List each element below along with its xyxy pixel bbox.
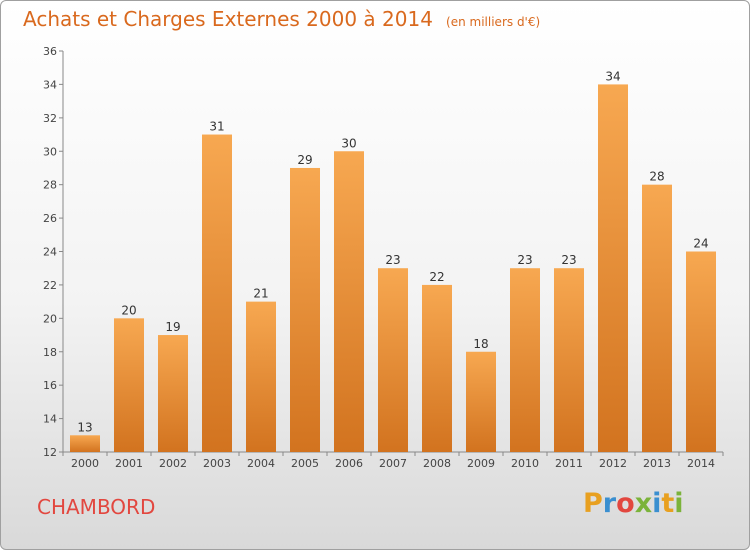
chart-title: Achats et Charges Externes 2000 à 2014 [23, 7, 433, 31]
bar [686, 251, 716, 452]
data-label: 34 [605, 69, 620, 83]
data-label: 18 [473, 337, 488, 351]
logo-letter: P [583, 488, 603, 519]
y-tick-label: 36 [43, 45, 57, 58]
y-tick-label: 26 [43, 212, 57, 225]
proxiti-logo: Proxiti [583, 488, 684, 519]
logo-letter: o [616, 488, 635, 519]
data-label: 21 [253, 287, 268, 301]
data-label: 30 [341, 136, 356, 150]
bar [246, 301, 276, 452]
chart-subtitle: (en milliers d'€) [446, 15, 541, 29]
x-tick-label: 2001 [115, 457, 143, 470]
bar [422, 284, 452, 452]
bar [158, 335, 188, 452]
y-tick-label: 20 [43, 312, 57, 325]
x-tick-label: 2003 [203, 457, 231, 470]
x-tick-label: 2000 [71, 457, 99, 470]
x-tick-label: 2009 [467, 457, 495, 470]
x-tick-label: 2005 [291, 457, 319, 470]
y-tick-label: 28 [43, 179, 57, 192]
x-tick-label: 2013 [643, 457, 671, 470]
y-tick-label: 24 [43, 246, 57, 259]
y-tick-label: 14 [43, 413, 57, 426]
data-label: 22 [429, 270, 444, 284]
y-tick-label: 32 [43, 112, 57, 125]
bar [70, 435, 100, 452]
data-label: 20 [121, 303, 136, 317]
data-label: 31 [209, 120, 224, 134]
x-tick-label: 2006 [335, 457, 363, 470]
y-tick-label: 34 [43, 78, 57, 91]
logo-letter: r [602, 488, 617, 519]
x-tick-label: 2011 [555, 457, 583, 470]
x-tick-label: 2012 [599, 457, 627, 470]
x-tick-label: 2002 [159, 457, 187, 470]
data-labels: 13 20 19 31 21 29 30 23 22 18 23 23 34 28 24 [77, 69, 708, 434]
logo-letter: x [634, 488, 653, 519]
logo-letter: t [661, 488, 675, 519]
bar [378, 268, 408, 452]
data-label: 29 [297, 153, 312, 167]
data-label: 13 [77, 420, 92, 434]
data-label: 28 [649, 170, 664, 184]
bar [642, 184, 672, 452]
bar [510, 268, 540, 452]
x-tick-label: 2004 [247, 457, 275, 470]
y-tick-label: 22 [43, 279, 57, 292]
x-tick-label: 2014 [687, 457, 715, 470]
bar [466, 351, 496, 452]
commune-name: CHAMBORD [37, 495, 156, 519]
title-row: Achats et Charges Externes 2000 à 2014 (… [23, 7, 540, 31]
data-label: 24 [693, 237, 708, 251]
bar [554, 268, 584, 452]
logo-letter: i [674, 488, 684, 519]
x-tick-label: 2008 [423, 457, 451, 470]
y-tick-label: 12 [43, 446, 57, 459]
y-tick-label: 30 [43, 145, 57, 158]
bar [290, 167, 320, 453]
bar [334, 151, 364, 452]
y-tick-label: 16 [43, 379, 57, 392]
logo-letter: i [652, 488, 662, 519]
data-label: 23 [385, 253, 400, 267]
x-tick-label: 2007 [379, 457, 407, 470]
data-label: 19 [165, 320, 180, 334]
bar [114, 318, 144, 452]
data-label: 23 [561, 253, 576, 267]
axes: 12 14 16 18 20 22 24 26 28 30 32 34 36 2000 2001 2002 20… [43, 45, 724, 470]
bar [598, 84, 628, 453]
y-tick-label: 18 [43, 346, 57, 359]
bar [202, 134, 232, 452]
data-label: 23 [517, 253, 532, 267]
bars [70, 84, 716, 453]
x-tick-label: 2010 [511, 457, 539, 470]
